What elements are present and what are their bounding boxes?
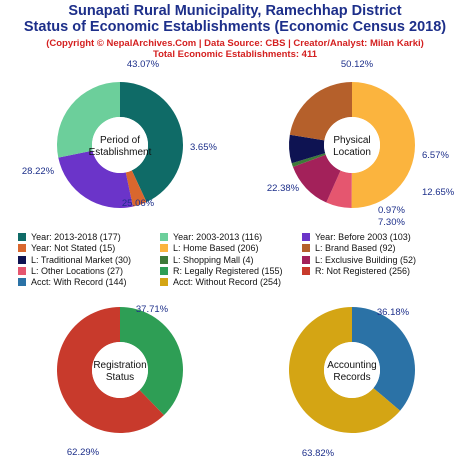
legend-item: L: Brand Based (92) bbox=[302, 243, 396, 253]
slice-percent-label: 12.65% bbox=[422, 187, 455, 198]
donut-slice bbox=[326, 170, 352, 208]
donut-slice bbox=[292, 154, 341, 203]
donut-hole bbox=[92, 117, 148, 173]
legend-label: L: Shopping Mall (4) bbox=[173, 254, 254, 265]
slice-percent-label: 28.22% bbox=[22, 166, 55, 177]
donut-slice bbox=[352, 307, 416, 411]
legend-item: L: Other Locations (27) bbox=[18, 266, 123, 276]
total-line: Total Economic Establishments: 411 bbox=[152, 49, 317, 60]
chart-title-line1: Sunapati Rural Municipality, Ramechhap D… bbox=[68, 3, 402, 19]
donut-slice bbox=[120, 82, 183, 203]
legend-label: Year: Before 2003 (103) bbox=[315, 232, 411, 242]
donut-slice bbox=[289, 307, 401, 434]
donut-slice bbox=[351, 82, 415, 208]
donut-center-label: Accounting bbox=[327, 360, 376, 371]
legend-item: Year: 2013-2018 (177) bbox=[18, 232, 121, 242]
legend-item: L: Traditional Market (30) bbox=[18, 255, 131, 265]
donut-center-label: Registration bbox=[93, 360, 146, 371]
donut-hole bbox=[324, 342, 380, 398]
legend-label: L: Exclusive Building (52) bbox=[315, 254, 417, 265]
donut-slice bbox=[125, 170, 147, 207]
legend-label: L: Home Based (206) bbox=[173, 243, 259, 254]
slice-percent-label: 7.30% bbox=[378, 217, 405, 228]
legend-swatch bbox=[160, 244, 168, 253]
legend-swatch bbox=[160, 255, 168, 264]
legend-label: R: Not Registered (256) bbox=[315, 265, 411, 276]
donut-center-label: Status bbox=[106, 372, 134, 383]
legend-swatch bbox=[18, 244, 26, 253]
slice-percent-label: 25.06% bbox=[122, 198, 155, 209]
donut-hole bbox=[92, 342, 148, 398]
donut-center-label: Period of bbox=[100, 135, 140, 146]
donut-slice bbox=[120, 307, 183, 416]
donut-slice bbox=[56, 307, 164, 433]
legend-item: R: Not Registered (256) bbox=[302, 266, 410, 276]
donut-center-label: Location bbox=[333, 147, 371, 158]
donut-hole bbox=[324, 117, 380, 173]
legend-item: Year: 2003-2013 (116) bbox=[160, 232, 262, 242]
legend-swatch bbox=[160, 233, 168, 241]
legend-swatch bbox=[302, 244, 310, 253]
legend-swatch bbox=[18, 278, 26, 287]
slice-percent-label: 3.65% bbox=[190, 142, 217, 153]
slice-percent-label: 36.18% bbox=[377, 307, 410, 318]
legend-item: R: Legally Registered (155) bbox=[160, 266, 283, 276]
legend-item: L: Exclusive Building (52) bbox=[302, 255, 416, 265]
legend-label: Year: 2013-2018 (177) bbox=[31, 232, 121, 242]
legend-swatch bbox=[302, 255, 310, 264]
donut-center-label: Records bbox=[333, 372, 370, 383]
donut-slice bbox=[289, 82, 352, 141]
legend-item: Year: Not Stated (15) bbox=[18, 243, 115, 253]
slice-percent-label: 22.38% bbox=[267, 183, 300, 194]
donut-center-label: Establishment bbox=[89, 147, 152, 158]
legend-item: Acct: With Record (144) bbox=[18, 277, 127, 287]
legend-label: Year: 2003-2013 (116) bbox=[173, 232, 263, 242]
slice-percent-label: 50.12% bbox=[341, 59, 374, 70]
copyright-line: (Copyright © NepalArchives.Com | Data So… bbox=[46, 38, 424, 49]
slice-percent-label: 6.57% bbox=[422, 150, 449, 161]
slice-percent-label: 62.29% bbox=[67, 447, 100, 458]
legend-swatch bbox=[302, 233, 310, 241]
slice-percent-label: 37.71% bbox=[136, 304, 169, 315]
donut-slice bbox=[58, 150, 133, 208]
slice-percent-label: 63.82% bbox=[302, 448, 335, 459]
legend-swatch bbox=[18, 233, 26, 241]
legend-item: L: Shopping Mall (4) bbox=[160, 255, 254, 265]
legend-swatch bbox=[18, 266, 26, 275]
legend-item: L: Home Based (206) bbox=[160, 243, 259, 253]
slice-percent-label: 0.97% bbox=[378, 205, 405, 216]
legend-label: L: Traditional Market (30) bbox=[31, 254, 132, 265]
donut-slice bbox=[291, 153, 326, 167]
legend-label: R: Legally Registered (155) bbox=[173, 265, 283, 276]
donut-center-label: Physical bbox=[333, 135, 370, 146]
donut-slice bbox=[56, 82, 120, 158]
legend-item: Acct: Without Record (254) bbox=[160, 277, 281, 287]
legend-label: L: Brand Based (92) bbox=[315, 243, 396, 254]
chart-title-line2: Status of Economic Establishments (Econo… bbox=[23, 19, 447, 35]
legend-swatch bbox=[160, 266, 168, 275]
slice-percent-label: 43.07% bbox=[127, 59, 160, 70]
legend-swatch bbox=[160, 278, 168, 287]
donut-slice bbox=[289, 134, 326, 164]
legend-swatch bbox=[18, 255, 26, 264]
legend-label: Acct: With Record (144) bbox=[31, 277, 127, 288]
legend-label: Year: Not Stated (15) bbox=[31, 243, 116, 254]
legend-swatch bbox=[302, 266, 310, 275]
legend-label: L: Other Locations (27) bbox=[31, 265, 124, 276]
legend-item: Year: Before 2003 (103) bbox=[302, 232, 411, 242]
legend-label: Acct: Without Record (254) bbox=[173, 277, 282, 288]
